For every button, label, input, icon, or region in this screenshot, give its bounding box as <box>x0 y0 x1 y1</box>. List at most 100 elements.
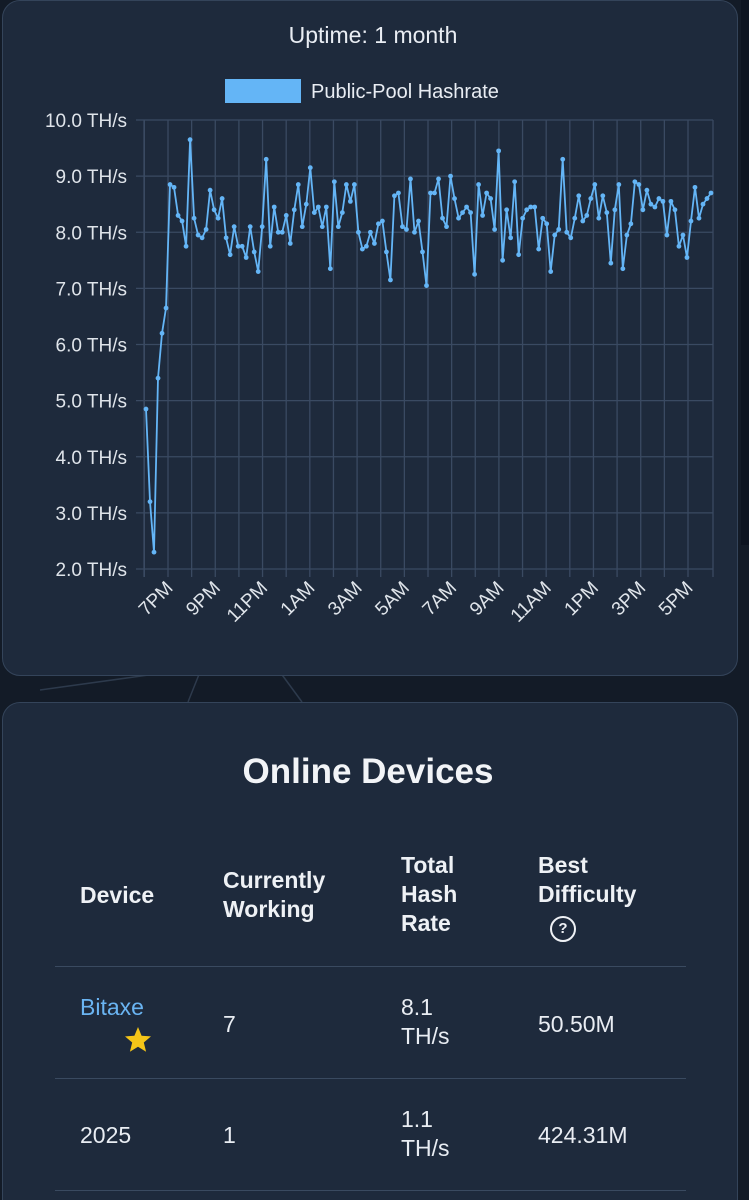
hashrate-point[interactable] <box>476 182 481 187</box>
hashrate-point[interactable] <box>480 213 485 218</box>
hashrate-point[interactable] <box>636 182 642 187</box>
hashrate-point[interactable] <box>496 148 502 154</box>
hashrate-point[interactable] <box>684 255 690 260</box>
hashrate-point[interactable] <box>484 190 490 196</box>
hashrate-point[interactable] <box>548 269 554 274</box>
hashrate-point[interactable] <box>660 198 666 204</box>
hashrate-point[interactable] <box>696 215 702 221</box>
hashrate-point[interactable] <box>612 207 618 213</box>
hashrate-point[interactable] <box>291 207 297 213</box>
hashrate-point[interactable] <box>327 266 333 272</box>
hashrate-point[interactable] <box>520 215 526 221</box>
hashrate-point[interactable] <box>163 305 169 311</box>
hashrate-point[interactable] <box>151 549 157 555</box>
hashrate-point[interactable] <box>267 243 273 249</box>
hashrate-point[interactable] <box>175 213 181 218</box>
hashrate-point[interactable] <box>688 218 694 224</box>
hashrate-point[interactable] <box>464 204 469 210</box>
hashrate-point[interactable] <box>299 224 305 230</box>
hashrate-point[interactable] <box>676 243 682 249</box>
hashrate-point[interactable] <box>355 229 361 235</box>
hashrate-point[interactable] <box>191 215 197 221</box>
hashrate-point[interactable] <box>155 375 161 381</box>
hashrate-point[interactable] <box>211 207 217 213</box>
hashrate-point[interactable] <box>287 241 293 246</box>
hashrate-point[interactable] <box>223 235 229 241</box>
hashrate-point[interactable] <box>488 196 494 201</box>
hashrate-point[interactable] <box>359 246 365 252</box>
hashrate-point[interactable] <box>672 207 678 213</box>
hashrate-point[interactable] <box>468 210 473 216</box>
hashrate-point[interactable] <box>692 184 698 190</box>
hashrate-point[interactable] <box>195 232 201 238</box>
hashrate-point[interactable] <box>628 221 634 227</box>
hashrate-point[interactable] <box>576 193 582 199</box>
hashrate-point[interactable] <box>508 235 514 241</box>
hashrate-point[interactable] <box>263 156 269 162</box>
hashrate-point[interactable] <box>167 182 173 187</box>
hashrate-point[interactable] <box>540 215 546 221</box>
hashrate-point[interactable] <box>243 255 249 260</box>
hashrate-point[interactable] <box>472 271 477 277</box>
hashrate-point[interactable] <box>556 227 562 232</box>
hashrate-point[interactable] <box>652 204 658 210</box>
hashrate-point[interactable] <box>640 207 646 213</box>
hashrate-point[interactable] <box>560 156 566 162</box>
hashrate-point[interactable] <box>251 249 257 255</box>
device-link-bitaxe[interactable]: Bitaxe <box>80 994 144 1020</box>
hashrate-point[interactable] <box>456 215 461 221</box>
hashrate-point[interactable] <box>339 210 345 216</box>
hashrate-point[interactable] <box>620 266 626 272</box>
hashrate-point[interactable] <box>648 201 654 207</box>
hashrate-point[interactable] <box>500 257 506 263</box>
hashrate-point[interactable] <box>552 232 558 238</box>
hashrate-point[interactable] <box>632 179 638 185</box>
hashrate-point[interactable] <box>227 252 233 258</box>
hashrate-point[interactable] <box>512 179 518 185</box>
hashrate-point[interactable] <box>323 204 329 210</box>
hashrate-point[interactable] <box>408 176 413 182</box>
help-icon[interactable]: ? <box>550 916 576 942</box>
hashrate-point[interactable] <box>215 215 221 221</box>
hashrate-point[interactable] <box>424 283 429 288</box>
hashrate-point[interactable] <box>492 227 498 232</box>
hashrate-point[interactable] <box>580 218 586 224</box>
hashrate-point[interactable] <box>295 182 301 187</box>
hashrate-point[interactable] <box>331 179 337 185</box>
hashrate-point[interactable] <box>656 196 662 201</box>
hashrate-point[interactable] <box>592 182 598 187</box>
hashrate-point[interactable] <box>255 269 261 274</box>
hashrate-point[interactable] <box>600 193 606 199</box>
hashrate-point[interactable] <box>420 249 425 255</box>
hashrate-point[interactable] <box>231 224 237 230</box>
hashrate-point[interactable] <box>203 227 209 232</box>
hashrate-point[interactable] <box>584 213 590 218</box>
hashrate-point[interactable] <box>392 193 397 199</box>
hashrate-point[interactable] <box>247 224 253 230</box>
hashrate-point[interactable] <box>143 406 149 412</box>
hashrate-point[interactable] <box>544 221 550 227</box>
hashrate-point[interactable] <box>400 224 405 230</box>
hashrate-point[interactable] <box>275 229 281 235</box>
hashrate-point[interactable] <box>363 243 369 249</box>
hashrate-point[interactable] <box>608 260 614 266</box>
hashrate-point[interactable] <box>372 241 377 246</box>
hashrate-point[interactable] <box>448 173 453 179</box>
hashrate-point[interactable] <box>616 182 622 187</box>
hashrate-point[interactable] <box>351 182 357 187</box>
hashrate-point[interactable] <box>412 229 417 235</box>
hashrate-point[interactable] <box>428 190 433 196</box>
hashrate-point[interactable] <box>187 137 193 143</box>
hashrate-point[interactable] <box>404 227 409 232</box>
hashrate-point[interactable] <box>396 190 401 196</box>
hashrate-point[interactable] <box>388 277 393 283</box>
hashrate-point[interactable] <box>644 187 650 193</box>
hashrate-point[interactable] <box>572 215 578 221</box>
hashrate-point[interactable] <box>528 204 534 210</box>
hashrate-point[interactable] <box>239 243 245 249</box>
hashrate-point[interactable] <box>384 249 389 255</box>
chart-legend[interactable]: Public-Pool Hashrate <box>225 79 499 103</box>
hashrate-point[interactable] <box>504 207 510 213</box>
page-scrollbar[interactable] <box>741 0 749 545</box>
hashrate-point[interactable] <box>235 243 241 249</box>
